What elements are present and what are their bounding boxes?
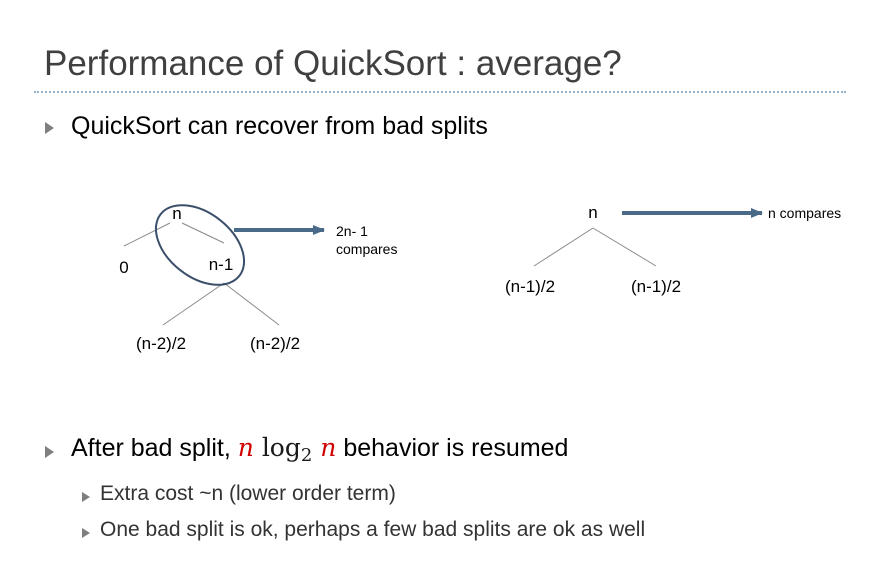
tree-edge <box>223 282 280 326</box>
tree-node-left: 0 <box>119 258 128 277</box>
formula-n: n <box>320 433 337 462</box>
tree-node-grandchild-right: (n-2)/2 <box>250 334 300 353</box>
bullet-arrow-icon <box>45 122 54 134</box>
title-divider <box>34 91 846 93</box>
recursion-tree-diagrams: n 0 n-1 (n-2)/2 (n-2)/2 2n- 1 compares n… <box>119 203 841 353</box>
formula-base: 2 <box>300 445 313 466</box>
bullet-arrow-icon <box>45 446 54 458</box>
formula-n: n <box>237 433 254 462</box>
tree-node-right: (n-1)/2 <box>631 277 681 296</box>
sub-bullet-arrow-icon <box>82 528 90 538</box>
tree-node-root: n <box>172 204 181 223</box>
bullet-2: After bad split, n log2 n behavior is re… <box>71 433 568 466</box>
tree-node-grandchild-left: (n-2)/2 <box>136 334 186 353</box>
sub-bullet-arrow-icon <box>82 492 90 502</box>
tree-edge <box>162 282 225 326</box>
arrow-label-line1: 2n- 1 <box>336 223 368 239</box>
bullet-2-prefix: After bad split, <box>71 434 238 462</box>
sub-bullet-1: Extra cost ~n (lower order term) <box>100 482 396 505</box>
bad-split-highlight-ellipse <box>154 204 246 286</box>
formula-log: log <box>261 433 301 462</box>
sub-bullet-2: One bad split is ok, perhaps a few bad s… <box>100 518 646 541</box>
balanced-split-tree: n (n-1)/2 (n-1)/2 n compares <box>505 203 841 296</box>
bullet-1: QuickSort can recover from bad splits <box>71 112 488 140</box>
tree-edge <box>592 227 657 267</box>
tree-node-root: n <box>588 203 597 222</box>
bullet-2-suffix: behavior is resumed <box>336 434 569 462</box>
n-log-n-formula: n log2 n <box>237 433 337 466</box>
tree-edge <box>181 222 225 244</box>
tree-edge <box>123 222 171 247</box>
bad-split-tree: n 0 n-1 (n-2)/2 (n-2)/2 2n- 1 compares <box>119 204 397 353</box>
tree-node-right: n-1 <box>209 255 234 274</box>
arrow-label-line2: compares <box>336 241 397 257</box>
slide-title: Performance of QuickSort : average? <box>44 44 622 83</box>
tree-edge <box>533 227 594 267</box>
tree-node-left: (n-1)/2 <box>505 277 555 296</box>
arrow-label: n compares <box>768 205 841 221</box>
